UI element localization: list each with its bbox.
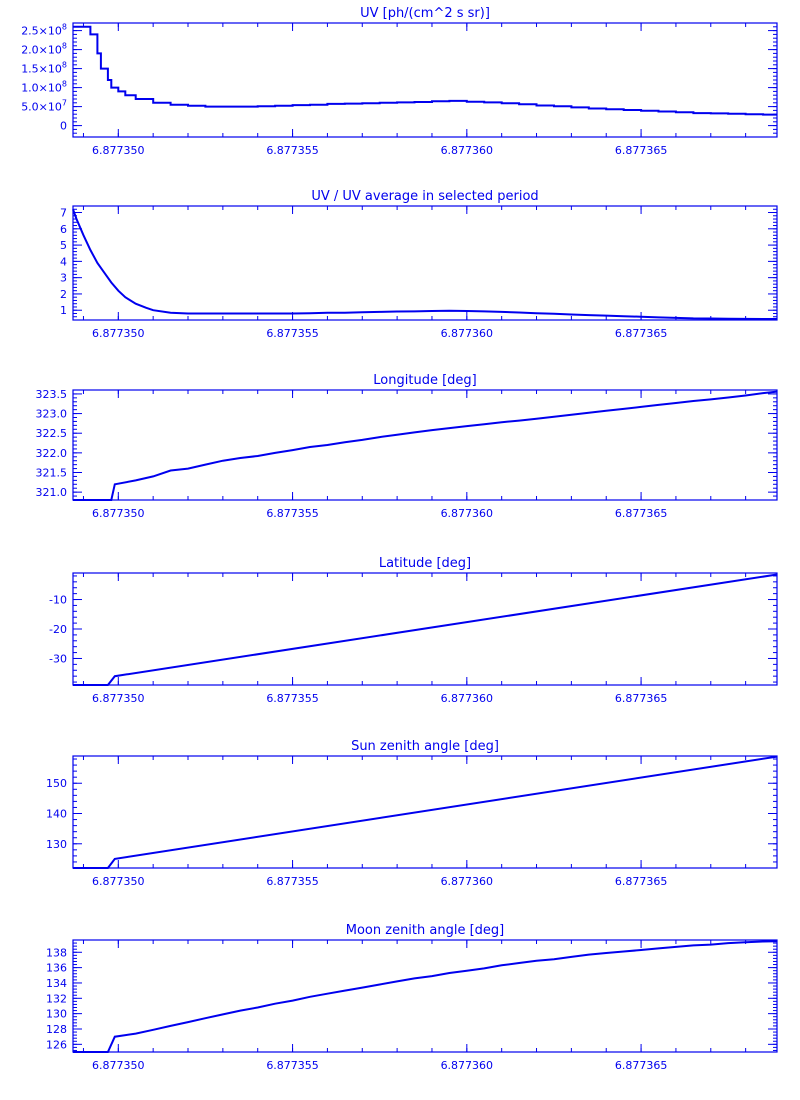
y-tick-label: 2.5×108 — [21, 23, 67, 38]
x-tick-label: 6.877350 — [92, 507, 145, 520]
x-tick-label: 6.877365 — [615, 507, 668, 520]
y-tick-label: 1.5×108 — [21, 61, 67, 76]
panel-2: UV / UV average in selected period 6.8773… — [60, 189, 778, 340]
y-tick-label: 6 — [60, 223, 67, 236]
y-tick-base: 1.5×10 — [21, 63, 62, 76]
panel-4: Latitude [deg] 6.877350 6.877355 6.877360 6.… — [49, 556, 778, 705]
x-tick-label: 6.877365 — [615, 1059, 668, 1072]
y-tick-exponent: 8 — [62, 61, 67, 70]
x-tick-label: 6.877360 — [441, 327, 494, 340]
y-tick-label: -20 — [49, 623, 67, 636]
y-tick-label: 132 — [46, 992, 67, 1005]
x-tick-label: 6.877355 — [266, 692, 319, 705]
x-tick-label: 6.877355 — [266, 1059, 319, 1072]
x-tick-label: 6.877365 — [615, 327, 668, 340]
x-tick-label: 6.877360 — [441, 144, 494, 157]
y-tick-label: 321.0 — [36, 486, 68, 499]
x-tick-label: 6.877355 — [266, 875, 319, 888]
y-tick-base: 5.0×10 — [21, 101, 62, 114]
x-tick-label: 6.877365 — [615, 875, 668, 888]
plot-frame — [72, 755, 778, 869]
plot-frame — [72, 939, 778, 1053]
y-tick-label: 138 — [46, 946, 67, 959]
x-tick-label: 6.877360 — [441, 1059, 494, 1072]
y-tick-label: 323.5 — [36, 388, 68, 401]
y-tick-exponent: 8 — [62, 80, 67, 89]
y-tick-exponent: 7 — [62, 99, 67, 108]
panel-title: Sun zenith angle [deg] — [351, 739, 499, 754]
y-tick-exponent: 8 — [62, 23, 67, 32]
x-tick-label: 6.877365 — [615, 144, 668, 157]
y-tick-label: 1.0×108 — [21, 80, 67, 95]
x-tick-label: 6.877350 — [92, 327, 145, 340]
y-tick-base: 2.5×10 — [21, 25, 62, 38]
y-tick-label: 130 — [46, 1008, 67, 1021]
x-tick-label: 6.877365 — [615, 692, 668, 705]
y-tick-label: 2.0×108 — [21, 42, 67, 57]
y-tick-label: 136 — [46, 962, 67, 975]
data-line — [73, 940, 778, 1053]
plot-frame — [72, 389, 778, 501]
y-tick-base: 2.0×10 — [21, 44, 62, 57]
data-line — [73, 25, 777, 116]
data-line — [73, 573, 778, 686]
x-tick-label: 6.877350 — [92, 875, 145, 888]
y-tick-base: 0 — [60, 120, 67, 133]
x-tick-label: 6.877350 — [92, 692, 145, 705]
x-tick-label: 6.877355 — [266, 327, 319, 340]
x-tick-label: 6.877350 — [92, 1059, 145, 1072]
y-tick-label: 5 — [60, 239, 67, 252]
y-tick-label: 126 — [46, 1038, 67, 1051]
y-tick-base: 1.0×10 — [21, 82, 62, 95]
y-tick-label: -30 — [49, 652, 67, 665]
y-tick-exponent: 8 — [62, 42, 67, 51]
y-tick-label: 0 — [60, 120, 67, 133]
y-tick-label: -10 — [49, 594, 67, 607]
panel-title: Moon zenith angle [deg] — [346, 923, 504, 938]
y-tick-label: 130 — [46, 838, 67, 851]
y-tick-label: 322.5 — [36, 427, 68, 440]
data-line — [72, 208, 777, 320]
x-tick-label: 6.877360 — [441, 692, 494, 705]
y-tick-label: 323.0 — [36, 408, 68, 421]
panel-title: UV / UV average in selected period — [311, 189, 538, 204]
y-tick-label: 150 — [46, 777, 67, 790]
data-line — [73, 390, 778, 501]
panel-title: UV [ph/(cm^2 s sr)] — [360, 6, 490, 21]
y-tick-label: 128 — [46, 1023, 67, 1036]
x-tick-label: 6.877355 — [266, 507, 319, 520]
y-tick-label: 4 — [60, 255, 67, 268]
y-tick-label: 322.0 — [36, 447, 68, 460]
y-tick-label: 140 — [46, 808, 67, 821]
plot-frame — [72, 205, 778, 321]
y-tick-label: 321.5 — [36, 467, 68, 480]
panel-6: Moon zenith angle [deg] 6.877350 6.877355 6… — [46, 923, 778, 1072]
x-tick-label: 6.877360 — [441, 875, 494, 888]
y-tick-label: 2 — [60, 288, 67, 301]
panel-title: Latitude [deg] — [379, 556, 471, 571]
y-tick-label: 1 — [60, 304, 67, 317]
x-tick-label: 6.877360 — [441, 507, 494, 520]
plot-frame — [72, 22, 778, 138]
y-tick-label: 5.0×107 — [21, 99, 67, 114]
y-tick-label: 3 — [60, 272, 67, 285]
panel-1: UV [ph/(cm^2 s sr)] 6.877350 6.877355 6.877… — [21, 6, 778, 157]
y-tick-label: 7 — [60, 207, 67, 220]
data-line — [73, 755, 778, 869]
x-tick-label: 6.877355 — [266, 144, 319, 157]
panel-title: Longitude [deg] — [373, 373, 476, 388]
panel-3: Longitude [deg] 6.877350 6.877355 6.877360 6… — [36, 373, 778, 520]
x-tick-label: 6.877350 — [92, 144, 145, 157]
y-tick-label: 134 — [46, 977, 67, 990]
panel-5: Sun zenith angle [deg] 6.877350 6.877355 6.… — [46, 739, 778, 888]
